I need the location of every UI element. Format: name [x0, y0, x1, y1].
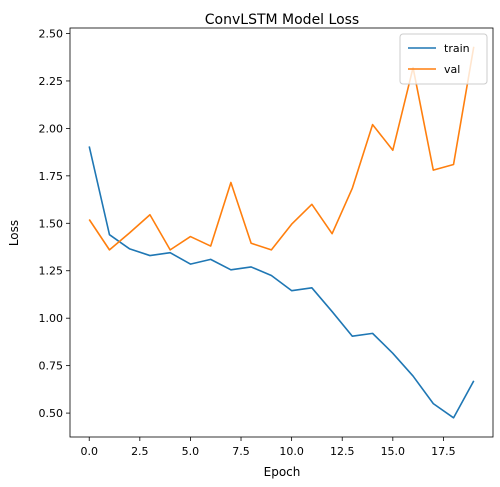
- legend-box: [399, 33, 488, 85]
- x-tick-label: 17.5: [431, 445, 456, 458]
- y-axis-ticks: 0.50 0.75 1.00 1.25 1.50 1.75 2.00 2.25 2.50: [39, 28, 70, 420]
- x-tick-label: 7.5: [232, 445, 250, 458]
- x-axis-label: Epoch: [264, 465, 301, 479]
- y-tick-label: 2.50: [39, 28, 64, 41]
- x-tick-label: 15.0: [381, 445, 406, 458]
- x-tick-label: 12.5: [330, 445, 355, 458]
- x-tick-label: 5.0: [182, 445, 200, 458]
- x-tick-label: 2.5: [131, 445, 149, 458]
- x-axis-ticks: 0.0 2.5 5.0 7.5 10.0 12.5 15.0 17.5: [80, 437, 456, 458]
- y-tick-label: 2.00: [39, 122, 64, 135]
- x-tick-label: 0.0: [80, 445, 98, 458]
- y-tick-label: 1.00: [39, 312, 64, 325]
- chart-title: ConvLSTM Model Loss: [205, 12, 359, 28]
- y-tick-label: 1.25: [39, 265, 64, 278]
- x-tick-label: 10.0: [279, 445, 304, 458]
- plot-frame: [69, 27, 494, 438]
- series-line-train: [88, 146, 475, 419]
- series-lines: [88, 46, 475, 419]
- y-axis-label: Loss: [7, 220, 21, 246]
- y-tick-label: 0.75: [39, 360, 64, 373]
- legend-label-val: val: [444, 63, 460, 76]
- y-tick-label: 2.25: [39, 75, 64, 88]
- y-tick-label: 1.50: [39, 217, 64, 230]
- legend-label-train: train: [444, 42, 470, 55]
- y-tick-label: 1.75: [39, 170, 64, 183]
- y-tick-label: 0.50: [39, 407, 64, 420]
- legend: train val: [399, 33, 488, 85]
